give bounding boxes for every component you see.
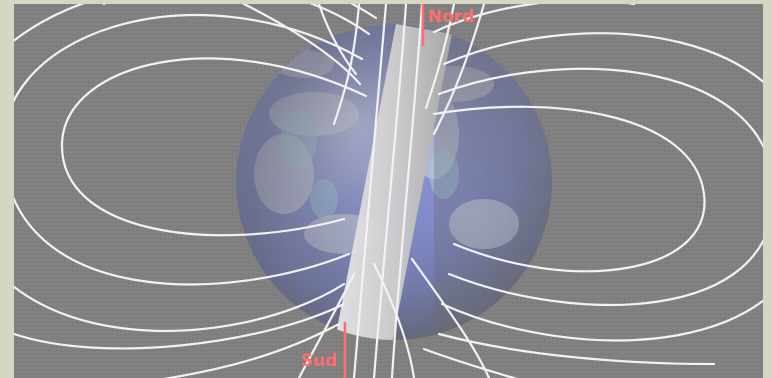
south-pole-label: Sud [301, 351, 338, 371]
diagram-panel: Nord Sud [14, 4, 763, 378]
south-pole-marker: Sud [301, 322, 347, 378]
magnetic-field-diagram: Nord Sud [14, 4, 763, 378]
earth-globe [236, 24, 552, 340]
north-pole-marker: Nord [421, 4, 474, 46]
north-pole-label: Nord [428, 7, 474, 27]
magnetic-field-lines [14, 4, 763, 378]
magnetic-axis-band [336, 24, 452, 340]
